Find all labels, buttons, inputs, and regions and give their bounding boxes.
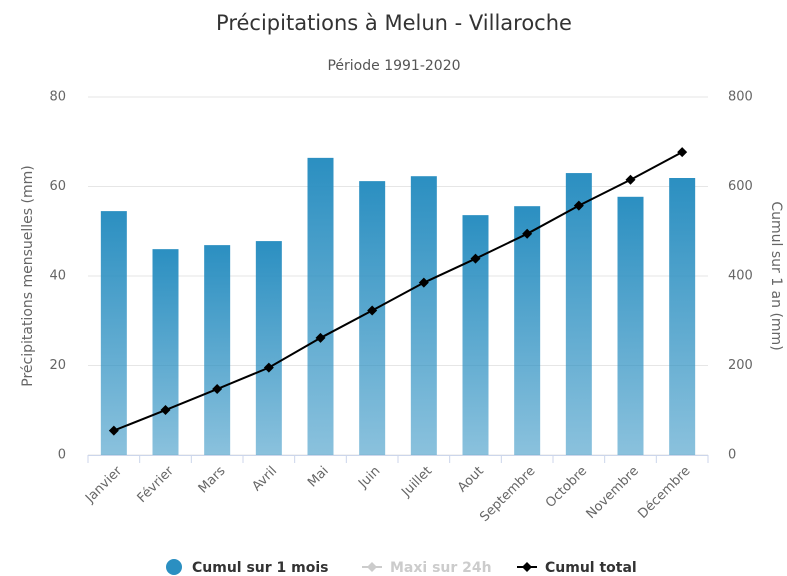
y2-tick-label: 200	[728, 358, 753, 373]
bar	[359, 181, 386, 455]
marker	[573, 200, 584, 211]
legend-item[interactable]: Cumul total	[517, 560, 637, 576]
y-tick-label: 20	[49, 358, 66, 373]
y-tick-label: 80	[49, 90, 66, 105]
x-tick-label: Octobre	[543, 464, 590, 511]
chart-subtitle: Période 1991-2020	[327, 58, 460, 74]
bar	[617, 196, 644, 456]
bar	[255, 241, 282, 455]
marker	[263, 362, 274, 373]
bar	[462, 215, 489, 455]
legend-label: Maxi sur 24h	[390, 560, 492, 576]
x-tick-label: Septembre	[477, 464, 538, 525]
y-tick-label: 40	[49, 269, 66, 284]
x-tick-label: Novembre	[584, 464, 642, 522]
legend-symbol	[166, 559, 182, 575]
x-tick-label: Mai	[305, 464, 332, 491]
y2-tick-label: 600	[728, 179, 753, 194]
y-tick-label: 0	[58, 448, 66, 463]
bar	[100, 211, 127, 455]
legend-label: Cumul sur 1 mois	[192, 560, 329, 576]
bar	[565, 173, 592, 455]
x-tick-label: Janvier	[82, 463, 125, 506]
marker	[367, 305, 378, 316]
x-tick-label: Décembre	[635, 464, 693, 522]
marker	[108, 425, 119, 436]
marker	[212, 384, 223, 395]
y-tick-label: 60	[49, 179, 66, 194]
marker	[677, 147, 688, 158]
legend-label: Cumul total	[545, 560, 637, 576]
bar	[514, 206, 541, 455]
x-tick-label: Juin	[355, 464, 383, 492]
bar	[204, 245, 231, 455]
marker	[418, 277, 429, 288]
legend-symbol	[367, 562, 377, 572]
y2-axis-title: Cumul sur 1 an (mm)	[768, 201, 784, 350]
y-axis-title: Précipitations mensuelles (mm)	[20, 165, 36, 387]
bar	[669, 177, 696, 455]
bar	[410, 176, 437, 455]
marker	[315, 332, 326, 343]
chart-title: Précipitations à Melun - Villaroche	[216, 11, 572, 35]
x-tick-label: Avril	[249, 464, 280, 495]
y2-tick-label: 0	[728, 448, 736, 463]
legend-item[interactable]: Maxi sur 24h	[362, 560, 492, 576]
bar	[152, 249, 179, 455]
marker	[160, 405, 171, 416]
x-tick-label: Février	[135, 463, 178, 506]
marker	[625, 174, 636, 185]
x-tick-label: Mars	[196, 464, 229, 497]
y2-tick-label: 800	[728, 90, 753, 105]
x-tick-label: Aout	[455, 464, 487, 496]
marker	[470, 253, 481, 264]
bar	[307, 157, 334, 456]
legend-symbol	[522, 562, 532, 572]
line	[113, 151, 683, 432]
legend-item[interactable]: Cumul sur 1 mois	[166, 559, 329, 576]
marker	[522, 228, 533, 239]
x-tick-label: Juillet	[398, 464, 435, 501]
y2-tick-label: 400	[728, 269, 753, 284]
